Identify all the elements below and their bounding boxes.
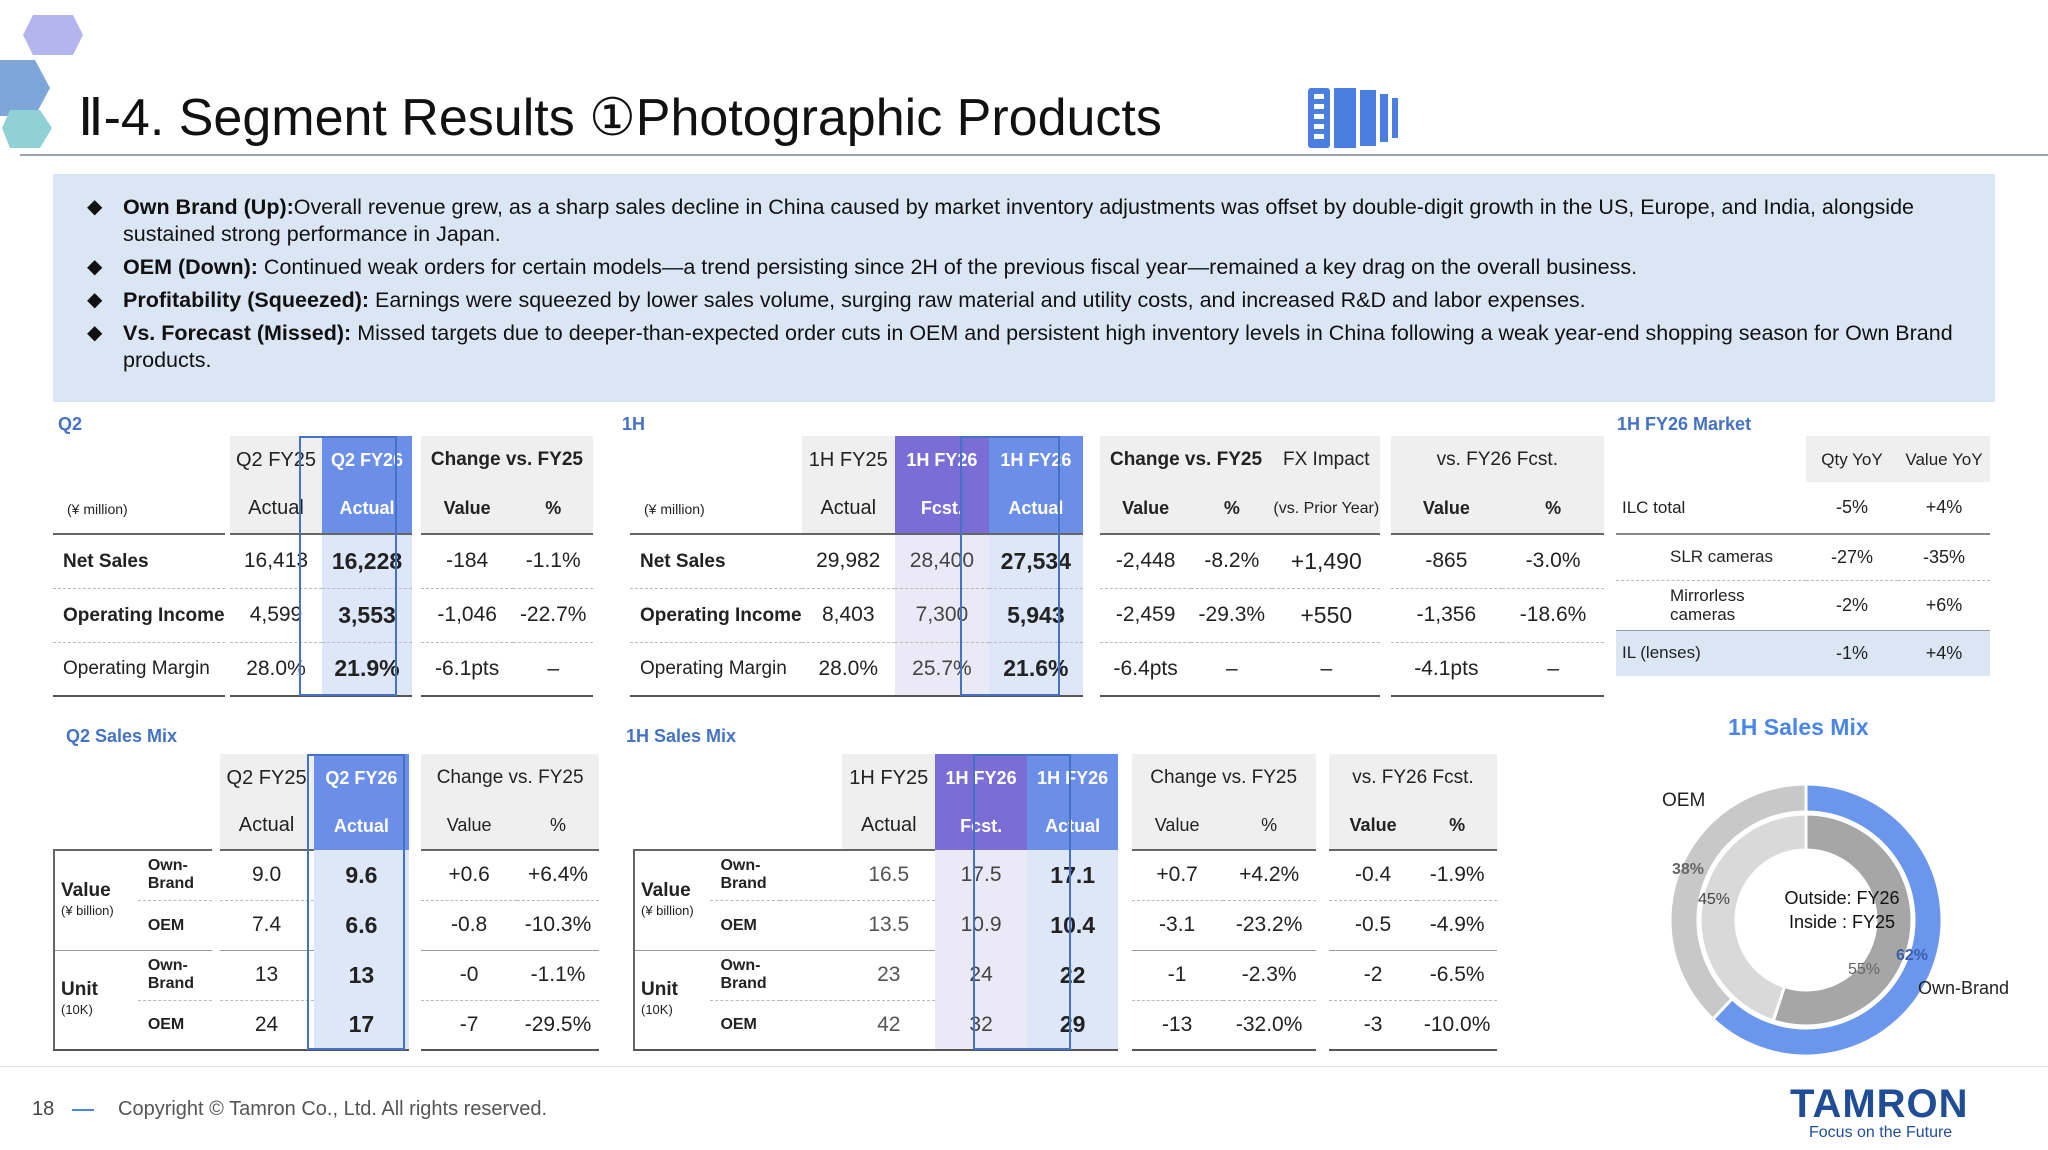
footer-dash — [72, 1109, 94, 1111]
footer-divider — [0, 1066, 2048, 1067]
1h-sales-mix-table: 1H FY25 1H FY26 1H FY26 Change vs. FY25 … — [632, 754, 1497, 1051]
tamron-logo: TAMRON — [1790, 1082, 1969, 1126]
1h-mix-section-label: 1H Sales Mix — [626, 726, 737, 746]
bullet-own-brand: Own Brand (Up):Overall revenue grew, as … — [83, 194, 1965, 248]
1h-change-header: Change vs. FY25 — [1099, 436, 1273, 484]
q2-pct-header: % — [513, 484, 593, 534]
market-qty-header: Qty YoY — [1806, 436, 1898, 482]
q2-fy25-header: Q2 FY25 — [230, 436, 322, 484]
table-row: ILC total -5% +4% — [1616, 482, 1990, 535]
table-row: Unit (10K) Own-Brand 23 24 22 -1 -2.3% -2… — [632, 949, 1497, 1051]
table-row: SLR cameras -27% -35% — [1616, 534, 1990, 581]
film-icon — [1308, 88, 1398, 148]
label-outer-own: 62% — [1896, 947, 1928, 964]
donut-center-line2: Inside : FY25 — [1789, 912, 1895, 932]
1h-fy26-header: 1H FY26 — [988, 436, 1083, 484]
1h-section-label: 1H — [622, 414, 646, 434]
1h-fx-header: FX Impact — [1272, 436, 1381, 484]
table-row: Net Sales 16,413 16,228 -184 -1.1% — [53, 533, 593, 588]
copyright-text: Copyright © Tamron Co., Ltd. All rights … — [118, 1098, 547, 1120]
market-table: Qty YoY Value YoY ILC total -5% +4% SLR … — [1616, 436, 1990, 676]
table-row: OEM 42 32 29 -13 -32.0% -3 -10.0% — [634, 999, 1497, 1051]
1h-fy26-fcst-header: 1H FY26 — [894, 436, 989, 484]
hexagon-decoration — [0, 15, 83, 148]
table-row: Operating Income 4,599 3,553 -1,046 -22.… — [53, 587, 593, 642]
1h-fy25-header: 1H FY25 — [801, 436, 895, 484]
q2-results-table: Q2 FY25 Q2 FY26 Change vs. FY25 (¥ milli… — [53, 436, 593, 697]
legend-label-own-brand: Own-Brand — [1918, 978, 2009, 998]
donut-slice-oem-fy25 — [1698, 812, 1808, 1023]
q2-change-header: Change vs. FY25 — [420, 436, 593, 484]
q2-section-label: Q2 — [58, 414, 83, 434]
title-divider — [20, 154, 2048, 156]
table-row: Value (¥ billion) Own-Brand 16.5 17.5 17.… — [632, 849, 1497, 950]
chart-title: 1H Sales Mix — [1728, 714, 1869, 740]
q2-mix-section-label: Q2 Sales Mix — [66, 726, 178, 746]
table-row: OEM 7.4 6.6 -0.8 -10.3% — [54, 899, 599, 950]
label-outer-oem: 38% — [1672, 861, 1704, 878]
table-row: Operating Margin 28.0% 21.9% -6.1pts – — [53, 641, 593, 697]
label-inner-oem: 45% — [1698, 891, 1730, 908]
legend-label-oem: OEM — [1662, 790, 1705, 811]
label-inner-own: 55% — [1848, 961, 1880, 978]
donut-slice-oem-fy26 — [1668, 782, 1808, 1022]
summary-box: Own Brand (Up):Overall revenue grew, as … — [53, 174, 1995, 402]
table-row: Operating Income 8,403 7,300 5,943 -2,45… — [630, 587, 1604, 642]
market-value-header: Value YoY — [1898, 436, 1990, 482]
q2-fy26-header: Q2 FY26 — [321, 436, 413, 484]
q2-actual-fy26-header: Actual — [321, 484, 413, 534]
page-title: Ⅱ-4. Segment Results ①Photographic Produ… — [78, 89, 1162, 147]
q2-sales-mix-table: Q2 FY25 Q2 FY26 Change vs. FY25 Actual A… — [53, 754, 599, 1051]
table-row: Net Sales 29,982 28,400 27,534 -2,448 -8… — [630, 533, 1604, 588]
table-row: Value (¥ billion) Own-Brand 9.0 9.6 +0.6 … — [53, 849, 599, 950]
q2-value-header: Value — [420, 484, 514, 534]
table-row: OEM 24 17 -7 -29.5% — [54, 999, 599, 1051]
bullet-oem: OEM (Down): Continued weak orders for ce… — [83, 254, 1965, 281]
donut-slice-own-brand-fy26 — [1710, 782, 1944, 1058]
page-number: 18 — [32, 1098, 55, 1120]
donut-center-line1: Outside: FY26 — [1784, 888, 1899, 908]
1h-vs-fcst-header: vs. FY26 Fcst. — [1390, 436, 1604, 484]
table-row: OEM 13.5 10.9 10.4 -3.1 -23.2% -0.5 -4.9… — [634, 899, 1497, 950]
q2-unit-label: (¥ million) — [67, 500, 128, 517]
donut-slice-own-brand-fy25 — [1771, 812, 1914, 1028]
table-row: Unit (10K) Own-Brand 13 13 -0 -1.1% — [53, 949, 599, 1051]
market-section-label: 1H FY26 Market — [1617, 414, 1752, 434]
bullet-profitability: Profitability (Squeezed): Earnings were … — [83, 287, 1965, 314]
sales-mix-donut-chart: OEM Own-Brand Outside: FY26 Inside : FY2… — [1662, 782, 2009, 1058]
1h-results-table: 1H FY25 1H FY26 1H FY26 Change vs. FY25 … — [630, 436, 1604, 697]
1h-unit-label: (¥ million) — [644, 500, 705, 517]
bullet-vs-forecast: Vs. Forecast (Missed): Missed targets du… — [83, 320, 1965, 374]
table-row: Mirrorless cameras -2% +6% — [1616, 580, 1990, 631]
table-row: Operating Margin 28.0% 25.7% 21.6% -6.4p… — [630, 641, 1604, 697]
table-row: IL (lenses) -1% +4% — [1616, 630, 1990, 676]
logo-tagline: Focus on the Future — [1809, 1124, 1953, 1141]
q2-actual-fy25-header: Actual — [230, 484, 322, 534]
